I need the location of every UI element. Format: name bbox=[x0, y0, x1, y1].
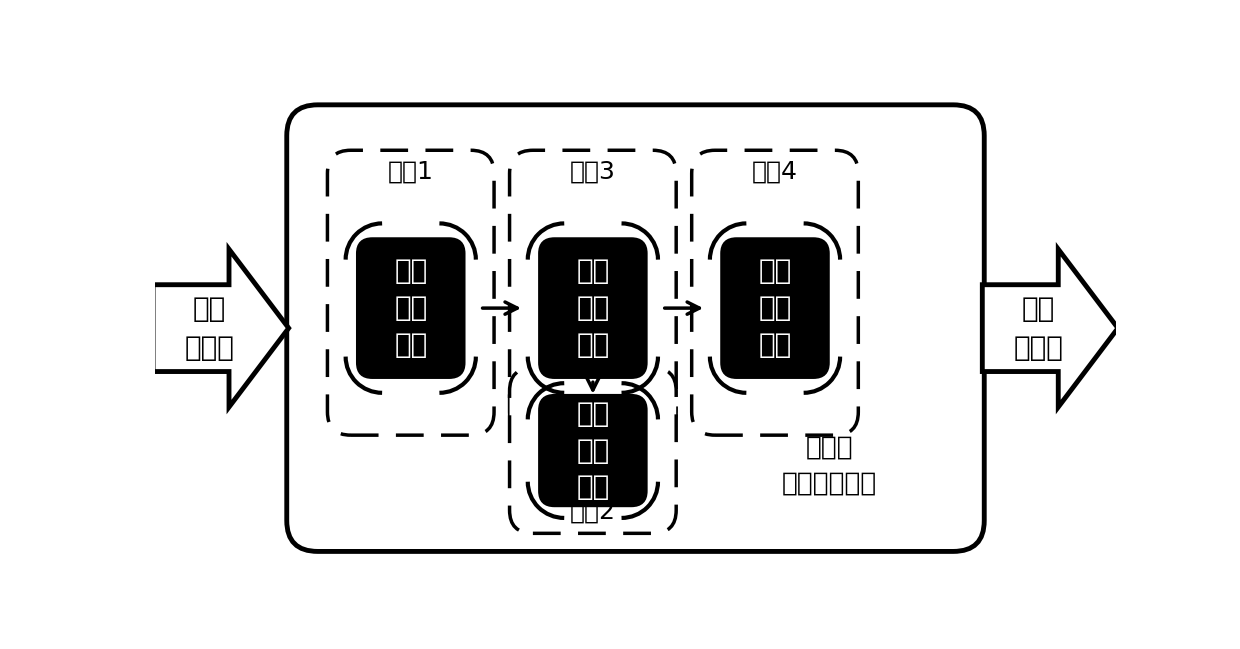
Text: 模块
或模
块组: 模块 或模 块组 bbox=[759, 257, 791, 359]
Polygon shape bbox=[153, 249, 289, 407]
FancyBboxPatch shape bbox=[539, 239, 646, 378]
FancyBboxPatch shape bbox=[709, 223, 841, 393]
FancyBboxPatch shape bbox=[528, 223, 658, 393]
Polygon shape bbox=[982, 249, 1118, 407]
FancyBboxPatch shape bbox=[357, 239, 464, 378]
Text: 模块
或模
块组: 模块 或模 块组 bbox=[577, 257, 610, 359]
FancyBboxPatch shape bbox=[346, 223, 476, 393]
Text: 一体化
连续流反应器: 一体化 连续流反应器 bbox=[781, 435, 877, 497]
Text: 模块
或模
块组: 模块 或模 块组 bbox=[394, 257, 428, 359]
Text: 模块
或模
块组: 模块 或模 块组 bbox=[577, 400, 610, 502]
FancyBboxPatch shape bbox=[286, 105, 985, 552]
FancyBboxPatch shape bbox=[528, 383, 658, 518]
FancyBboxPatch shape bbox=[722, 239, 828, 378]
FancyBboxPatch shape bbox=[539, 395, 646, 506]
FancyBboxPatch shape bbox=[510, 368, 676, 533]
FancyBboxPatch shape bbox=[510, 151, 676, 435]
Text: 原料
进料口: 原料 进料口 bbox=[185, 295, 234, 361]
Text: 产品
出料口: 产品 出料口 bbox=[1013, 295, 1064, 361]
Text: 温区2: 温区2 bbox=[570, 500, 616, 524]
FancyBboxPatch shape bbox=[327, 151, 494, 435]
FancyBboxPatch shape bbox=[692, 151, 858, 435]
Text: 温区3: 温区3 bbox=[570, 160, 616, 184]
Text: 温区4: 温区4 bbox=[751, 160, 799, 184]
Text: 温区1: 温区1 bbox=[388, 160, 434, 184]
